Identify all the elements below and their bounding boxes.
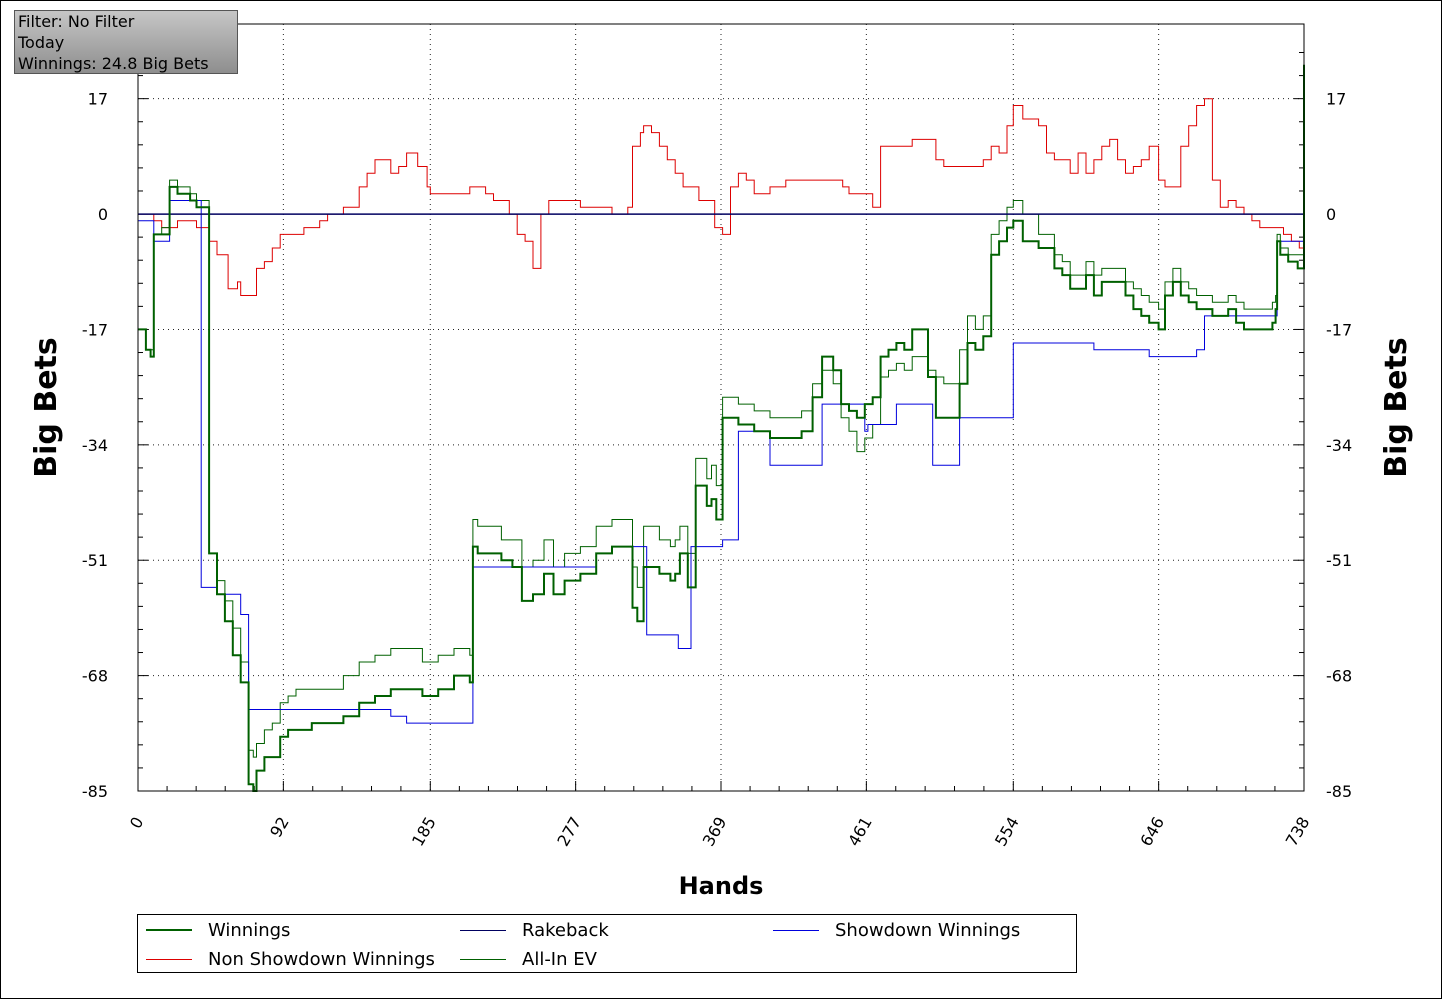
winnings-summary: Winnings: 24.8 Big Bets: [18, 54, 209, 73]
y-axis-title-left: Big Bets: [29, 337, 64, 477]
legend-swatch-winnings: [146, 929, 192, 931]
y-tick-label-left: -51: [82, 551, 108, 570]
y-tick-label-right: -68: [1326, 667, 1352, 686]
filter-label: Filter: No Filter: [18, 12, 135, 31]
y-tick-label-left: -17: [82, 320, 108, 339]
legend-item-rakeback: Rakeback: [460, 918, 609, 942]
x-tick-label: 554: [991, 814, 1023, 850]
x-tick-label: 92: [266, 814, 293, 841]
series-line-non-showdown-winnings: [138, 98, 1305, 296]
y-tick-label-right: -34: [1326, 436, 1352, 455]
legend-swatch-rakeback: [460, 929, 506, 931]
legend-swatch-all-in-ev: [460, 958, 506, 960]
axis-ticks: [137, 52, 1305, 792]
y-tick-label-right: -51: [1326, 551, 1352, 570]
x-tick-label: 185: [408, 814, 440, 850]
legend-label-non-showdown: Non Showdown Winnings: [208, 948, 435, 970]
legend-swatch-non-showdown: [146, 958, 192, 960]
series-line-winnings: [138, 64, 1305, 792]
y-tick-label-right: 0: [1326, 205, 1336, 224]
filter-info-box: Filter: No Filter Today Winnings: 24.8 B…: [14, 10, 238, 74]
legend-label-all-in-ev: All-In EV: [522, 948, 597, 970]
tick-labels: 17 17 0 0 -17 -17 -34 -34 -51 -51 -68 -68 -85 -85 0 92 1…: [82, 90, 1352, 850]
chart-legend: Winnings Rakeback Showdown Winnings Non …: [137, 914, 1077, 973]
y-tick-label-left: -34: [82, 436, 108, 455]
x-tick-label: 738: [1282, 814, 1314, 850]
legend-item-winnings: Winnings: [146, 918, 290, 942]
y-tick-label-right: 17: [1326, 90, 1346, 109]
legend-label-showdown: Showdown Winnings: [835, 919, 1021, 941]
legend-label-winnings: Winnings: [208, 919, 291, 941]
legend-item-showdown-winnings: Showdown Winnings: [773, 918, 1020, 942]
legend-swatch-showdown: [773, 929, 819, 931]
y-tick-label-left: -68: [82, 667, 108, 686]
x-axis-title: Hands: [679, 872, 764, 900]
plot-border: [137, 23, 1305, 792]
series-line-showdown-winnings: [138, 24, 1305, 724]
x-tick-label: 646: [1136, 814, 1168, 850]
x-tick-label: 369: [699, 814, 731, 850]
y-tick-label-right: -85: [1326, 782, 1352, 801]
period-label: Today: [18, 33, 65, 52]
y-tick-label-left: 17: [88, 90, 108, 109]
series-lines: [138, 24, 1305, 792]
grid-lines: [138, 24, 1304, 792]
x-tick-label: 277: [553, 814, 585, 850]
y-tick-label-left: 0: [98, 205, 108, 224]
series-line-all-in-ev: [138, 57, 1305, 758]
legend-label-rakeback: Rakeback: [522, 919, 609, 941]
x-tick-label: 461: [844, 814, 876, 850]
legend-item-all-in-ev: All-In EV: [460, 947, 597, 971]
y-axis-title-right: Big Bets: [1379, 337, 1414, 477]
y-tick-label-right: -17: [1326, 320, 1352, 339]
legend-item-non-showdown-winnings: Non Showdown Winnings: [146, 947, 435, 971]
x-tick-label: 0: [126, 814, 148, 832]
y-tick-label-left: -85: [82, 782, 108, 801]
